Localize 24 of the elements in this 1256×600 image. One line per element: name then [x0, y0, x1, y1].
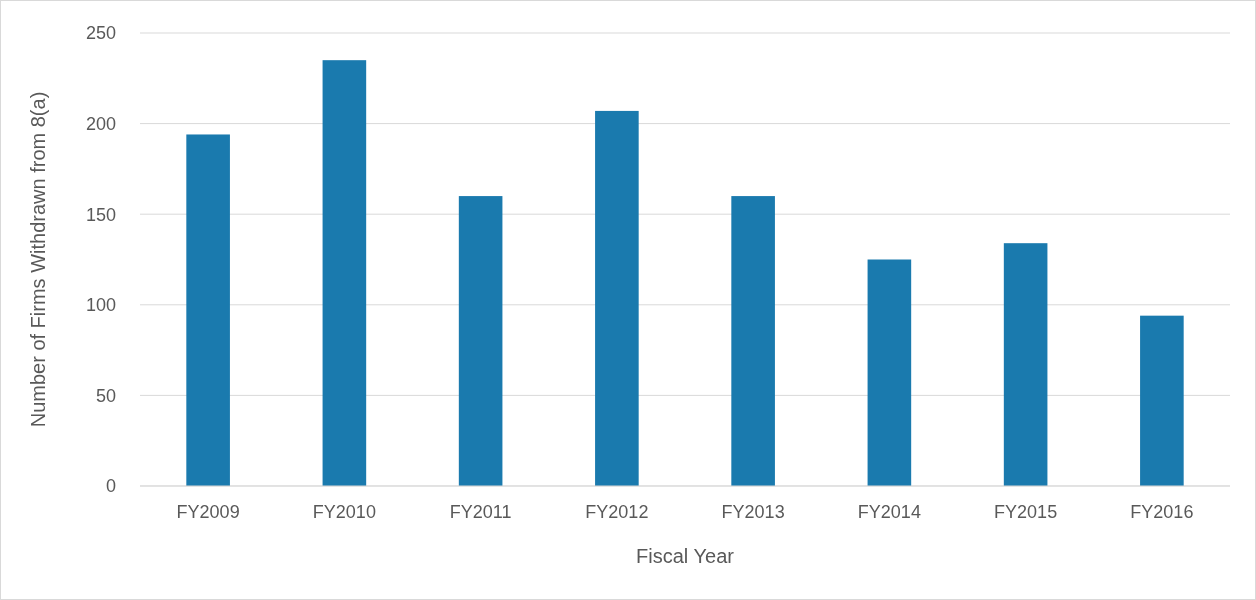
bar	[186, 134, 230, 486]
bar	[867, 259, 912, 486]
y-axis-title: Number of Firms Withdrawn from 8(a)	[27, 91, 49, 428]
y-tick-label: 100	[85, 295, 116, 316]
y-tick-label: 200	[85, 113, 116, 134]
bar	[1140, 315, 1184, 486]
y-tick-label: 0	[105, 476, 116, 497]
x-tick-label: FY2009	[176, 502, 240, 522]
x-axis-title: Fiscal Year	[636, 545, 735, 567]
bar	[322, 60, 367, 486]
x-tick-label: FY2010	[312, 502, 376, 522]
y-tick-label: 150	[85, 204, 116, 225]
x-tick-label: FY2012	[585, 502, 649, 522]
y-tick-label: 50	[95, 385, 116, 406]
x-tick-label: FY2011	[449, 502, 512, 522]
bar	[1003, 243, 1048, 486]
x-tick-label: FY2013	[721, 502, 785, 522]
bar	[595, 110, 639, 486]
y-tick-label: 250	[85, 23, 116, 44]
x-tick-label: FY2015	[994, 502, 1058, 522]
x-tick-label: FY2014	[857, 502, 921, 522]
x-tick-label: FY2016	[1130, 502, 1194, 522]
bar	[458, 196, 503, 486]
bar	[731, 196, 775, 486]
